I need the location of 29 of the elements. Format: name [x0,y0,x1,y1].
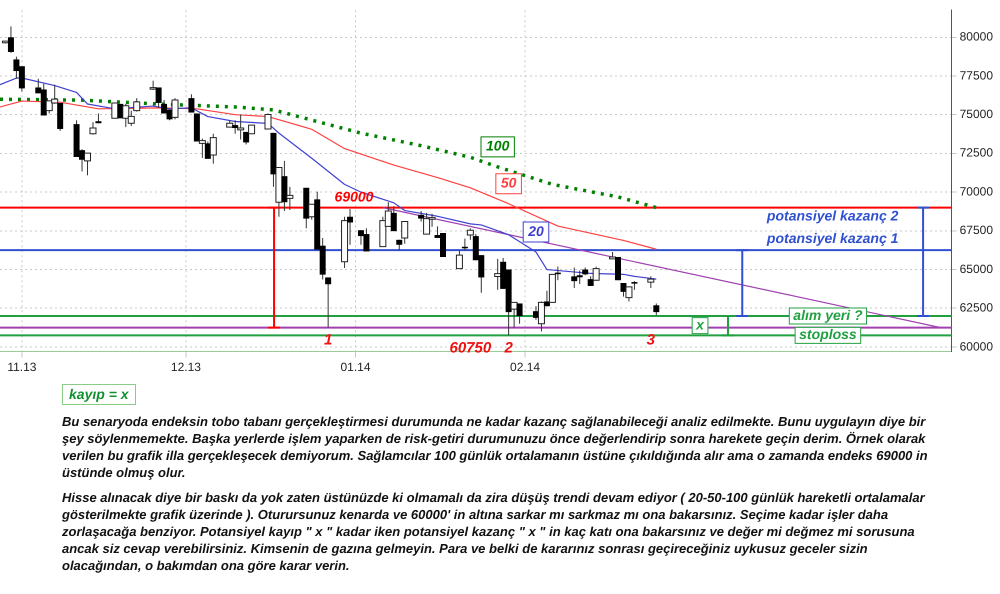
series-label: 50 [500,174,517,191]
annotation: 1 [324,332,332,349]
annotation: 60750 [449,339,492,356]
y-tick-label: 67500 [960,223,994,238]
ref-line-label: alım yeri ? [793,306,863,323]
text: Hisse alınacak diye bir baskı da yok zaten üstünüzde ki olmamalı da zira düşüş trendi devam ediyor ( 20-50-100 günlük hareketli ortalamalar gösterilmekte grafik üzerinde ). Oturursunuz kenarda ve 60000' in altına sarkar mı sarkmaz mı ona bakarsınız. Seçime kadar işler daha zorlaşacağa benziyor. Potansiyel kayıp " x " kadar iken potansiyel kazanç " x " in kaç katı ona bakarsınız ve değer mi değmez mi sorusuna ancak siz cevap verebilirsiniz. Kimsenin de gazına gelmeyin. Para ve belki de kararınız sonrası geçireceğiniz uykusuz geceler sizin olacağından, o bakımdan ona göre karar verin. [62,489,926,574]
y-tick-label: 60000 [960,339,994,354]
y-tick-label: 80000 [960,30,994,44]
annotation: potansiyel kazanç 1 [766,230,899,246]
annotation: 2 [503,339,514,356]
y-tick-label: 70000 [960,184,994,198]
text: kayıp = x [62,384,136,405]
x-tick-label: 11.13 [7,360,37,374]
y-tick-label: 75000 [960,107,994,122]
annotation: potansiyel kazanç 2 [766,208,899,224]
series-label: 100 [486,138,510,154]
x-tick-label: 01.14 [340,360,371,374]
annotation: 3 [646,332,656,349]
x-tick-label: 02.14 [510,360,540,374]
annotation: x [695,316,706,333]
text: Bu senaryoda endeksin tobo tabanı gerçekleştirmesi durumunda ne kadar kazanç sağlanabileceği analiz edilmekte. Bunu uygulayın diye bir şey söylenmemekte. Başka yerlerde işlem yaparken de risk-getiri durumunuzu önce değerlendirip sonra harekete geçin derim. Örnek olarak verilen bu grafik illa gerçekleşecek demiyorum. Sağlamcılar 100 günlük ortalamanın üstüne çıkıldığında alır ama o zamanda endeks 69000 in üstünde olmuş olur. [62,413,929,481]
y-tick-label: 62500 [960,300,994,315]
series-label: 20 [527,222,544,239]
y-tick-label: 65000 [960,262,994,276]
ref-line-label: 69000 [334,188,374,204]
y-tick-label: 72500 [960,146,994,160]
ref-line-label: stoploss [799,326,857,342]
x-tick-label: 12.13 [170,360,202,374]
y-tick-label: 77500 [960,68,994,82]
